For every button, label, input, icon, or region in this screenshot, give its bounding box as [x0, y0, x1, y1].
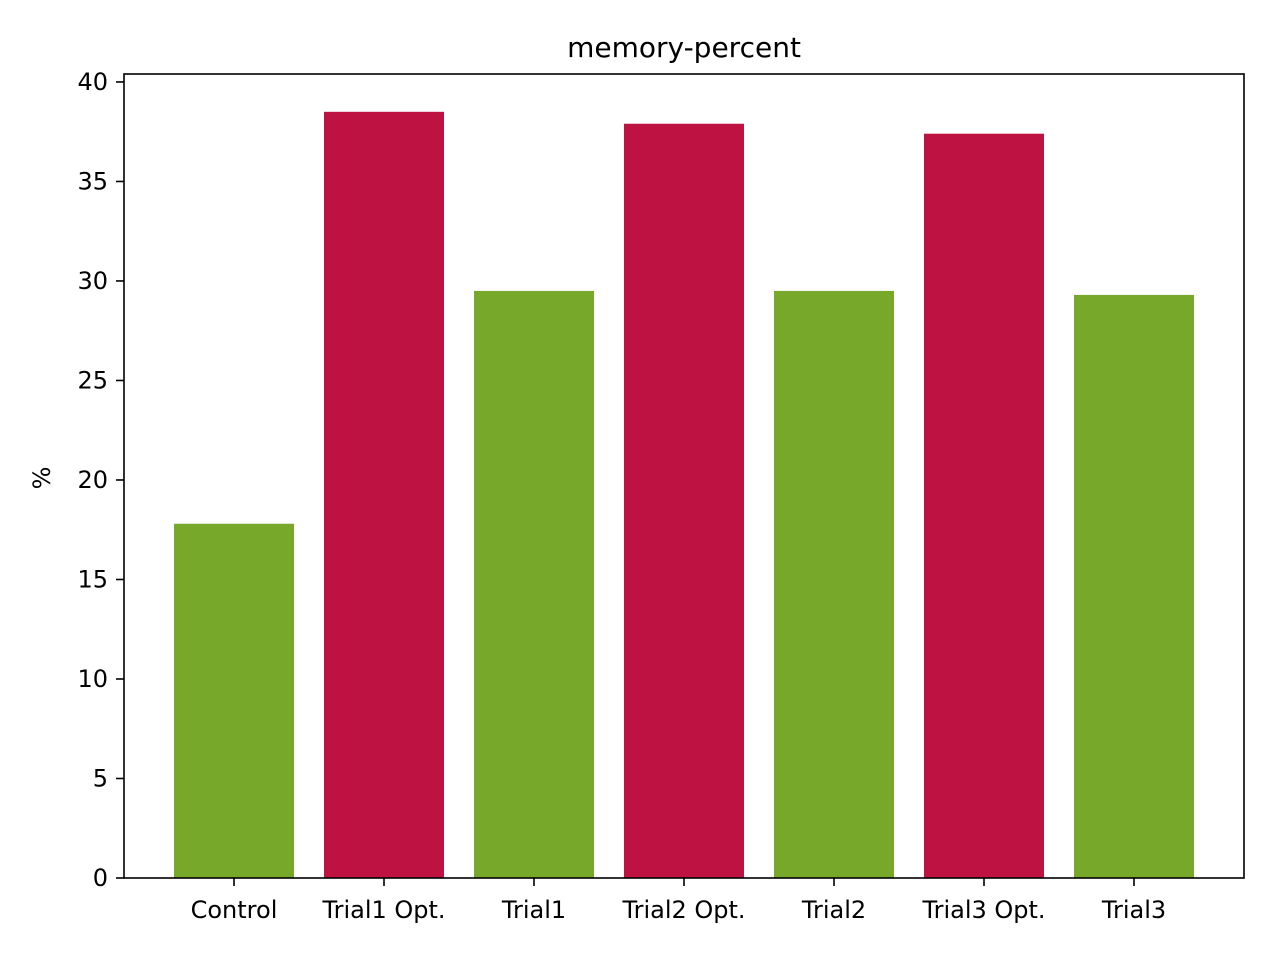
x-axis: Control Trial1 Opt. Trial1 Trial2 Opt. Trial…: [191, 878, 1166, 924]
y-tick-label: 15: [77, 565, 108, 593]
chart-title: memory-percent: [567, 31, 801, 64]
bar-trial1: [474, 290, 594, 879]
x-tick-label: Control: [191, 896, 278, 924]
bar-trial3-opt: [924, 133, 1044, 878]
y-tick-label: 40: [77, 68, 108, 96]
bar-control: [174, 523, 294, 878]
bar-trial2: [774, 290, 894, 879]
bar-trial1-opt: [324, 111, 444, 878]
x-tick-label: Trial1 Opt.: [321, 896, 445, 924]
y-tick-label: 0: [93, 864, 108, 892]
bars-layer: [174, 111, 1194, 879]
y-tick-label: 20: [77, 466, 108, 494]
x-tick-label: Trial3: [1101, 896, 1166, 924]
x-tick-label: Trial2 Opt.: [621, 896, 745, 924]
bar-trial2-opt: [624, 123, 744, 879]
y-tick-label: 5: [93, 764, 108, 792]
x-tick-label: Trial2: [801, 896, 866, 924]
y-tick-label: 30: [77, 267, 108, 295]
y-tick-label: 25: [77, 366, 108, 394]
y-axis-label: %: [28, 467, 56, 490]
y-tick-label: 35: [77, 167, 108, 195]
plot-frame: [123, 73, 1245, 879]
y-axis: 0 5 10 15 20 25 30 35 40: [77, 68, 124, 892]
x-tick-label: Trial3 Opt.: [921, 896, 1045, 924]
y-tick-label: 10: [77, 665, 108, 693]
bar-trial3: [1074, 294, 1194, 878]
x-tick-label: Trial1: [501, 896, 566, 924]
